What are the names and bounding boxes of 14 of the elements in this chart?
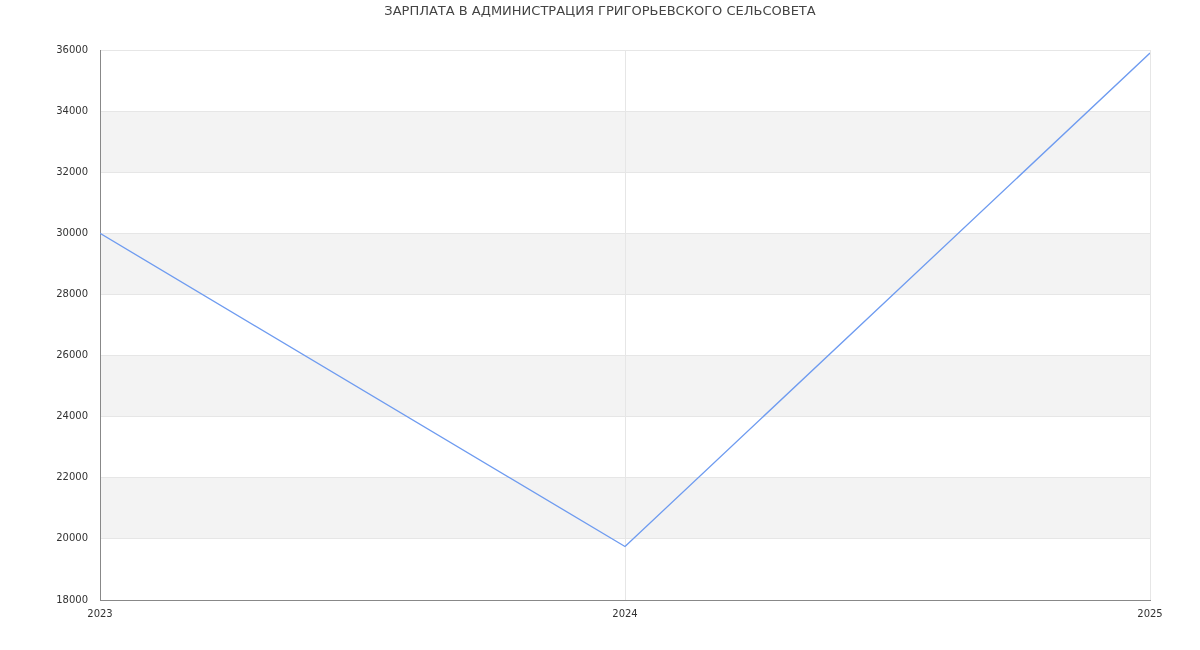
y-tick-label: 30000 <box>56 226 88 238</box>
y-tick-label: 22000 <box>56 471 88 483</box>
y-tick-label: 26000 <box>56 349 88 361</box>
chart-title: ЗАРПЛАТА В АДМИНИСТРАЦИЯ ГРИГОРЬЕВСКОГО СЕЛЬСОВЕТА <box>384 3 816 19</box>
x-tick-label: 2023 <box>87 607 113 619</box>
x-tick-label: 2025 <box>1137 607 1163 619</box>
y-tick-label: 32000 <box>56 165 88 177</box>
y-tick-label: 28000 <box>56 288 88 300</box>
y-tick-label: 34000 <box>56 104 88 116</box>
y-tick-label: 18000 <box>56 593 88 605</box>
y-tick-label: 20000 <box>56 532 88 544</box>
x-tick-label: 2024 <box>612 607 638 619</box>
y-tick-label: 24000 <box>56 410 88 422</box>
y-tick-label: 36000 <box>56 43 88 55</box>
